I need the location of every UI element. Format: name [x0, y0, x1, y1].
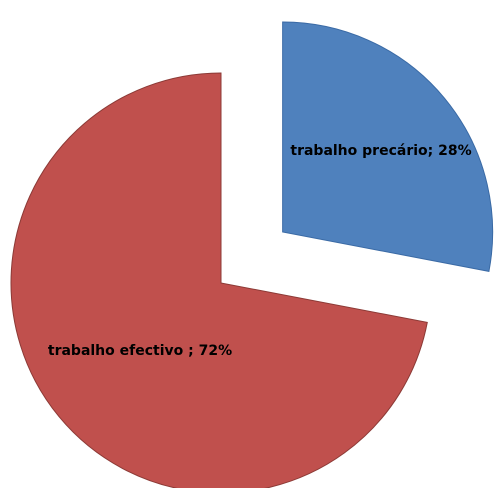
slice-label-trabalho-precario: trabalho precário; 28% — [290, 143, 471, 159]
slice-trabalho-efectivo — [10, 72, 428, 488]
pie-labels: trabalho precário; 28% trabalho efectivo… — [48, 143, 472, 359]
slice-label-trabalho-efectivo: trabalho efectivo ; 72% — [48, 343, 232, 359]
pie-slices — [10, 21, 494, 488]
slice-trabalho-precario — [282, 21, 494, 272]
